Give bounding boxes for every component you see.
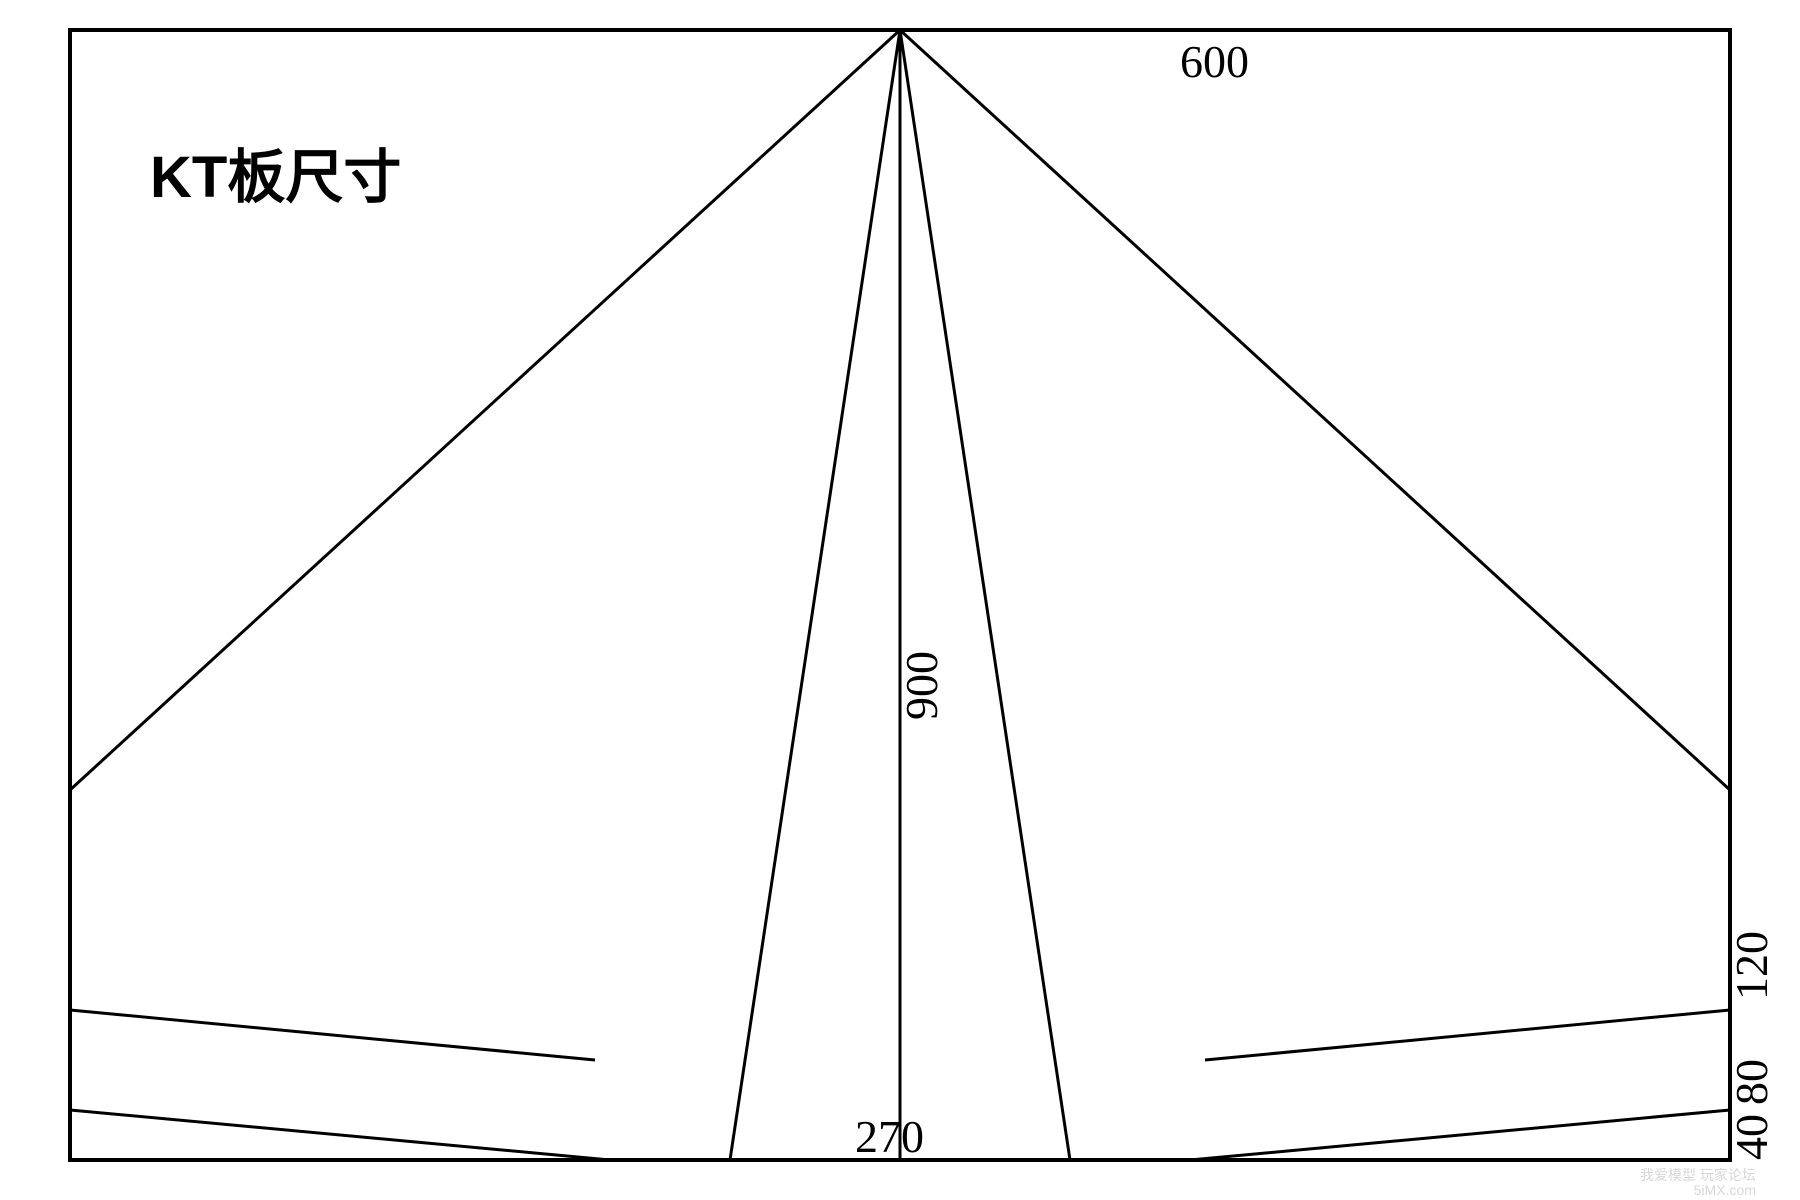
line-right-wing — [900, 30, 1730, 790]
line-l-horiz-lower — [70, 1110, 610, 1160]
line-inner-left — [730, 30, 900, 1160]
drawing-stage: KT板尺寸 600 900 270 120 80 40 我爱模型 玩家论坛 5i… — [0, 0, 1800, 1200]
dim-80: 80 — [1725, 1059, 1778, 1105]
dim-600: 600 — [1180, 35, 1249, 88]
watermark-line1: 我爱模型 玩家论坛 — [1640, 1168, 1756, 1183]
dim-270: 270 — [855, 1110, 924, 1163]
dim-120: 120 — [1725, 931, 1778, 1000]
watermark-line2: 5iMX.com — [1640, 1183, 1756, 1198]
line-inner-right — [900, 30, 1070, 1160]
line-l-horiz-upper — [70, 1010, 595, 1060]
line-r-horiz-upper — [1205, 1010, 1730, 1060]
dim-900: 900 — [895, 651, 948, 720]
line-r-horiz-lower — [1190, 1110, 1730, 1160]
watermark: 我爱模型 玩家论坛 5iMX.com — [1640, 1168, 1756, 1199]
dim-40: 40 — [1725, 1114, 1778, 1160]
title-text: KT板尺寸 — [150, 130, 401, 214]
